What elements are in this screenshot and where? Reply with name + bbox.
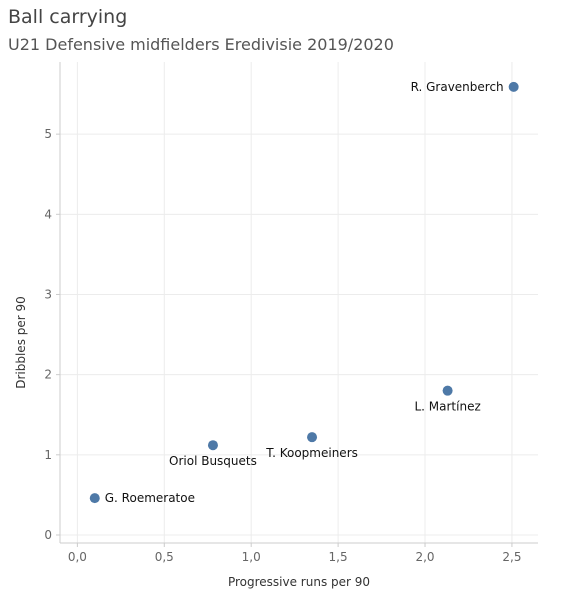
axes [59, 62, 538, 544]
y-axis-label: Dribbles per 90 [14, 296, 28, 389]
y-tick-label: 1 [44, 448, 52, 462]
point-label: R. Gravenberch [411, 80, 504, 94]
data-points [89, 81, 519, 504]
x-tick-label: 2,5 [502, 550, 521, 564]
point-label: L. Martínez [414, 400, 480, 414]
point-labels: R. Gravenberch L. Martínez T. Koopmeiners O… [105, 80, 504, 505]
y-axis-ticks: 0 1 2 3 4 5 [44, 127, 60, 542]
x-axis-label: Progressive runs per 90 [228, 575, 370, 589]
x-tick-label: 0,0 [68, 550, 87, 564]
data-point[interactable] [207, 440, 218, 451]
data-point[interactable] [442, 385, 453, 396]
x-tick-label: 1,0 [242, 550, 261, 564]
point-label: G. Roemeratoe [105, 491, 195, 505]
y-tick-label: 4 [44, 207, 52, 221]
data-point[interactable] [508, 81, 519, 92]
x-tick-label: 2,0 [415, 550, 434, 564]
y-tick-label: 5 [44, 127, 52, 141]
data-point[interactable] [89, 493, 100, 504]
point-label: T. Koopmeiners [265, 446, 358, 460]
chart-title: Ball carrying [8, 6, 128, 28]
point-label: Oriol Busquets [169, 454, 257, 468]
x-tick-label: 1,5 [329, 550, 348, 564]
data-point[interactable] [307, 432, 318, 443]
y-tick-label: 2 [44, 368, 52, 382]
y-tick-label: 0 [44, 528, 52, 542]
y-tick-label: 3 [44, 287, 52, 301]
grid-lines [60, 62, 538, 543]
chart-subtitle: U21 Defensive midfielders Eredivisie 201… [8, 35, 394, 54]
x-axis-ticks: 0,0 0,5 1,0 1,5 2,0 2,5 [68, 543, 521, 564]
x-tick-label: 0,5 [155, 550, 174, 564]
